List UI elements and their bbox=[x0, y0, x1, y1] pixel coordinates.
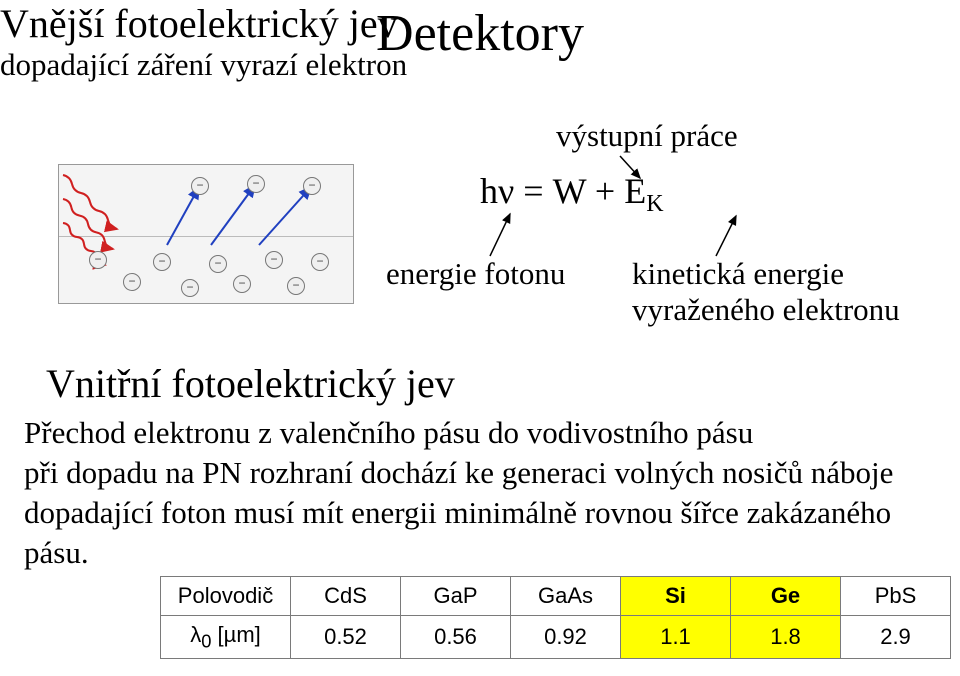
label-vystupni-prace: výstupní práce bbox=[556, 118, 738, 154]
slab-electron: − bbox=[123, 273, 141, 291]
label-kineticka: kinetická energie vyraženého elektronu bbox=[632, 256, 900, 327]
page-root: Detektory Vnější fotoelektrický jev dopa… bbox=[0, 0, 960, 676]
table-cell: 2.9 bbox=[841, 616, 951, 659]
slab-electron: − bbox=[287, 277, 305, 295]
eq-plus: + bbox=[595, 171, 615, 211]
eq-W: W bbox=[553, 171, 586, 211]
table-cell: 0.92 bbox=[511, 616, 621, 659]
electron-slab bbox=[59, 236, 353, 303]
table-rowhead: Polovodič bbox=[161, 577, 291, 616]
free-electron: − bbox=[247, 175, 265, 193]
slab-electron: − bbox=[233, 275, 251, 293]
equation: hν = W + EK bbox=[480, 170, 780, 218]
page-title: Detektory bbox=[0, 4, 960, 63]
table-header-cell: Si bbox=[621, 577, 731, 616]
body-line-3: dopadající foton musí mít energii minimá… bbox=[24, 494, 936, 533]
body-line-1: Přechod elektronu z valenčního pásu do v… bbox=[24, 414, 936, 453]
table-header-cell: PbS bbox=[841, 577, 951, 616]
label-energie-fotonu: energie fotonu bbox=[386, 256, 565, 292]
table-cell: 0.56 bbox=[401, 616, 511, 659]
table-cell: 1.8 bbox=[731, 616, 841, 659]
slab-electron: − bbox=[89, 251, 107, 269]
photon-arrow bbox=[63, 175, 117, 229]
section2-heading: Vnitřní fotoelektrický jev bbox=[46, 360, 455, 407]
label-kin-l2: vyraženého elektronu bbox=[632, 292, 900, 327]
slab-electron: − bbox=[265, 251, 283, 269]
table-cell: 1.1 bbox=[621, 616, 731, 659]
table-rowhead: λ0 [µm] bbox=[161, 616, 291, 659]
slab-electron: − bbox=[209, 255, 227, 273]
slab-electron: − bbox=[181, 279, 199, 297]
table-header-cell: GaP bbox=[401, 577, 511, 616]
semiconductor-table: PolovodičCdSGaPGaAsSiGePbS λ0 [µm]0.520.5… bbox=[160, 576, 951, 659]
body-line-4: pásu. bbox=[24, 534, 936, 573]
slab-electron: − bbox=[153, 253, 171, 271]
annotation-arrow bbox=[490, 214, 510, 256]
free-electron: − bbox=[191, 177, 209, 195]
body-line-2: při dopadu na PN rozhraní dochází ke gen… bbox=[24, 454, 936, 493]
eq-eq: = bbox=[523, 171, 543, 211]
table-header-cell: GaAs bbox=[511, 577, 621, 616]
photoelectric-diagram: −−−−−−−−−−−− bbox=[58, 164, 354, 304]
eq-E: E bbox=[624, 171, 646, 211]
label-kin-l1: kinetická energie bbox=[632, 256, 844, 291]
table-cell: 0.52 bbox=[291, 616, 401, 659]
table-header-cell: CdS bbox=[291, 577, 401, 616]
eq-E-sub: K bbox=[646, 191, 663, 217]
table-header-cell: Ge bbox=[731, 577, 841, 616]
annotation-arrow bbox=[716, 216, 736, 256]
slab-electron: − bbox=[311, 253, 329, 271]
eq-lhs: hν bbox=[480, 171, 514, 211]
free-electron: − bbox=[303, 177, 321, 195]
